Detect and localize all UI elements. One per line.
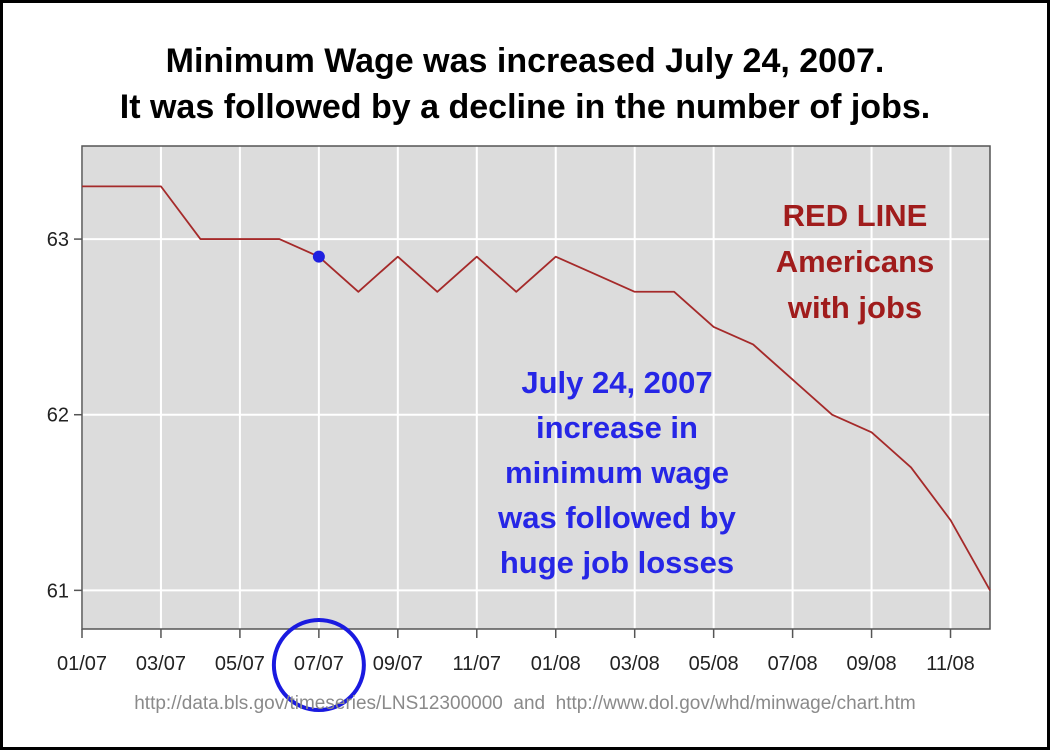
blue-annotation: July 24, 2007 increase in minimum wage w…: [462, 360, 772, 585]
blue-annotation-line-4: was followed by: [498, 500, 736, 535]
x-tick-label: 03/08: [610, 653, 660, 675]
chart-title-line-2: It was followed by a decline in the numb…: [119, 88, 931, 126]
x-tick-label: 09/07: [373, 653, 423, 675]
x-tick-label: 11/07: [452, 653, 501, 675]
chart-title-line-1: Minimum Wage was increased July 24, 2007…: [165, 42, 885, 80]
plot-area: [82, 146, 990, 629]
highlight-circle: [271, 618, 366, 712]
red-annotation-line-2: Americans: [775, 244, 935, 279]
blue-annotation-line-5: huge job losses: [499, 545, 735, 580]
red-annotation-line-1: RED LINE: [782, 198, 928, 233]
blue-annotation-line-3: minimum wage: [505, 455, 729, 490]
source-note: http://data.bls.gov/timeseries/LNS123000…: [134, 693, 916, 714]
x-tick-label: 05/08: [689, 653, 739, 675]
y-tick-label: 63: [47, 229, 69, 251]
y-tick-label: 62: [47, 405, 69, 427]
x-tick-label: 09/08: [847, 653, 897, 675]
data-point-marker: [312, 250, 325, 263]
y-tick-label: 61: [47, 580, 69, 602]
blue-annotation-line-2: increase in: [536, 410, 698, 445]
red-annotation-line-3: with jobs: [787, 290, 923, 325]
x-tick-label: 01/08: [531, 653, 581, 675]
x-tick-label: 07/07: [294, 653, 344, 675]
red-line-annotation: RED LINE Americans with jobs: [755, 193, 955, 331]
series-line-americans-with-jobs: [82, 185, 991, 591]
x-tick-label: 05/07: [215, 653, 265, 675]
x-tick-label: 01/07: [57, 653, 107, 675]
plot-border: [81, 145, 991, 630]
x-tick-label: 07/08: [768, 653, 818, 675]
x-tick-label: 03/07: [136, 653, 186, 675]
x-tick-label: 11/08: [926, 653, 975, 675]
blue-annotation-line-1: July 24, 2007: [521, 365, 713, 400]
